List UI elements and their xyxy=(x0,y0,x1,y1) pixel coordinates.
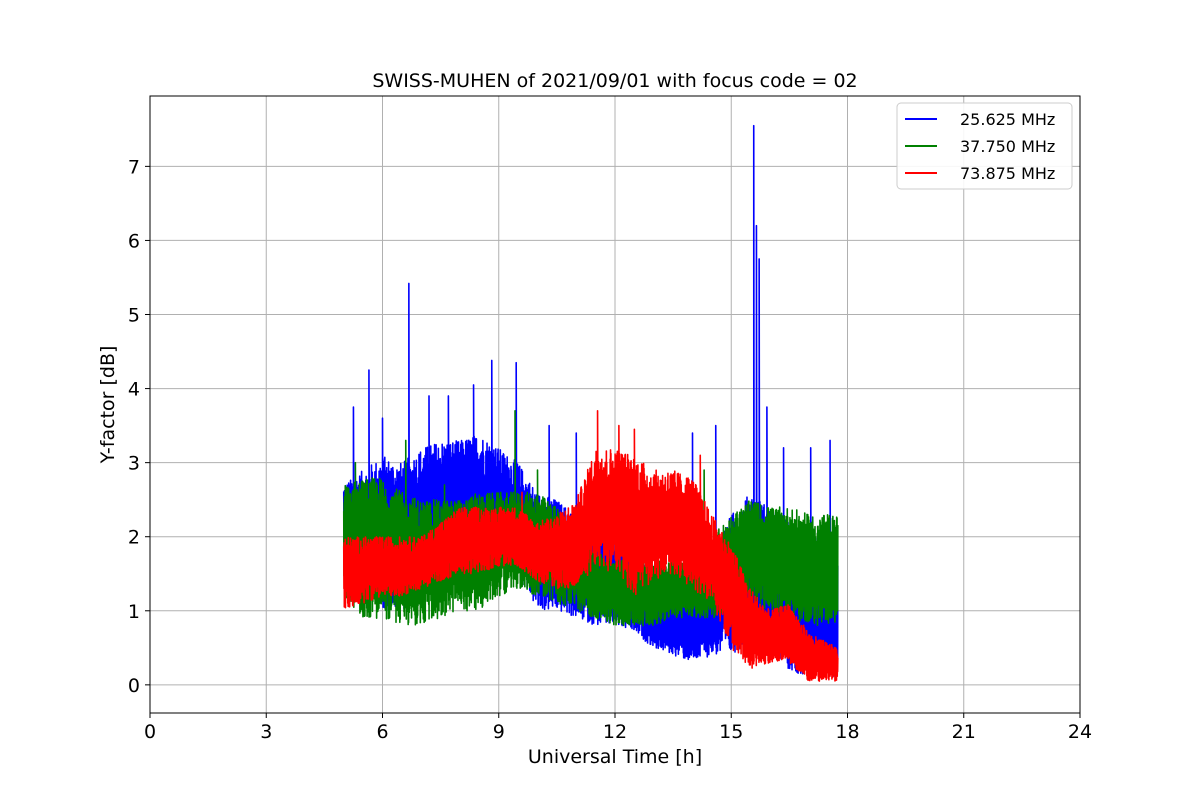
y-tick-label: 3 xyxy=(128,453,140,475)
x-tick-label: 6 xyxy=(376,721,388,743)
x-tick-label: 0 xyxy=(144,721,156,743)
x-axis-label: Universal Time [h] xyxy=(528,746,702,768)
x-tick-label: 3 xyxy=(260,721,272,743)
x-tick-label: 12 xyxy=(603,721,627,743)
legend-label: 37.750 MHz xyxy=(960,137,1055,156)
legend: 25.625 MHz 37.750 MHz 73.875 MHz xyxy=(896,102,1073,190)
x-tick-label: 15 xyxy=(719,721,743,743)
x-tick-label: 18 xyxy=(835,721,859,743)
y-tick-label: 1 xyxy=(128,601,140,623)
x-tick-label: 24 xyxy=(1068,721,1092,743)
y-tick-label: 7 xyxy=(128,156,140,178)
chart-title: SWISS-MUHEN of 2021/09/01 with focus cod… xyxy=(372,70,857,92)
x-tick-label: 9 xyxy=(493,721,505,743)
y-tick-label: 5 xyxy=(128,305,140,327)
y-axis-label: Y-factor [dB] xyxy=(97,346,119,465)
y-tick-label: 6 xyxy=(128,230,140,252)
y-tick-label: 4 xyxy=(128,379,140,401)
legend-box xyxy=(896,102,1073,190)
series-line xyxy=(342,410,839,682)
legend-label: 25.625 MHz xyxy=(960,110,1055,129)
x-tick-label: 21 xyxy=(952,721,976,743)
series-73-875-MHz xyxy=(342,410,839,682)
y-tick-label: 2 xyxy=(128,527,140,549)
legend-label: 73.875 MHz xyxy=(960,164,1055,183)
y-tick-label: 0 xyxy=(128,675,140,697)
series-layer xyxy=(342,124,839,682)
